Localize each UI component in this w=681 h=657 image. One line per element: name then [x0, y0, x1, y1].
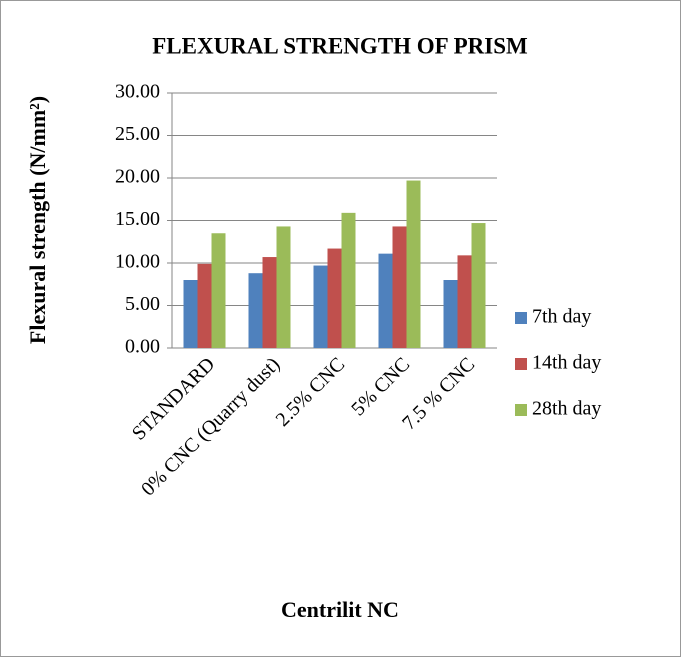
- bar: [262, 257, 277, 348]
- legend-label: 7th day: [532, 306, 591, 328]
- bar: [443, 280, 458, 348]
- bar: [471, 223, 486, 348]
- y-tick-label: 15.00: [115, 208, 160, 230]
- bar: [378, 253, 393, 348]
- bar: [327, 248, 342, 348]
- y-tick-label: 5.00: [125, 293, 160, 315]
- y-tick-label: 30.00: [115, 81, 160, 103]
- y-tick-label: 10.00: [115, 251, 160, 273]
- legend-swatch: [515, 312, 527, 324]
- bar: [197, 263, 212, 348]
- bar: [183, 280, 198, 348]
- bar: [406, 180, 421, 348]
- legend-swatch: [515, 404, 527, 416]
- legend-label: 28th day: [532, 398, 601, 420]
- bar: [392, 226, 407, 348]
- x-axis-title: Centrilit NC: [281, 597, 399, 622]
- bar: [211, 233, 226, 348]
- y-axis-title: Flexural strength (N/mm²): [25, 96, 50, 344]
- y-tick-label: 25.00: [115, 123, 160, 145]
- legend-swatch: [515, 358, 527, 370]
- legend-label: 14th day: [532, 352, 601, 374]
- bar: [341, 212, 356, 348]
- y-tick-label: 20.00: [115, 166, 160, 188]
- bar: [313, 265, 328, 348]
- chart-title: FLEXURAL STRENGTH OF PRISM: [152, 33, 528, 58]
- y-tick-label: 0.00: [125, 336, 160, 358]
- bar: [457, 255, 472, 348]
- bar: [248, 273, 263, 348]
- bar: [276, 226, 291, 348]
